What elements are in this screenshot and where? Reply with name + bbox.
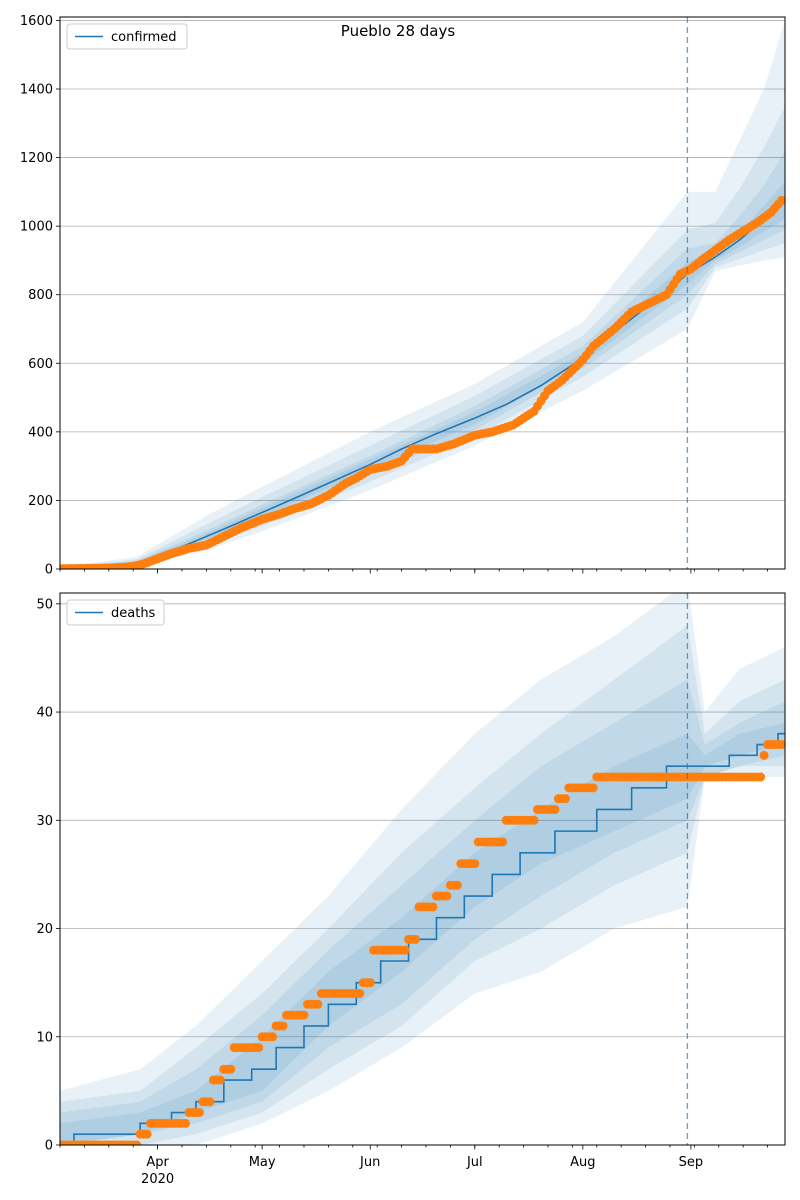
plot-area [60, 20, 785, 569]
y-tick-label: 1600 [20, 14, 53, 29]
chart-title: Pueblo 28 days [341, 22, 456, 40]
observed-point [529, 815, 539, 825]
observed-point [777, 740, 785, 750]
y-tick-label: 0 [45, 1139, 53, 1154]
y-tick-label: 400 [28, 425, 53, 440]
observed-point [142, 1129, 152, 1139]
x-tick-sublabel: 2020 [141, 1172, 174, 1187]
observed-point [452, 880, 462, 890]
observed-point [759, 750, 769, 760]
axes-frame [59, 16, 786, 570]
legend-label: deaths [111, 606, 156, 621]
observed-point [268, 1032, 278, 1042]
observed-point [498, 837, 508, 847]
legend: confirmed [66, 23, 188, 50]
y-tick-label: 20 [36, 922, 53, 937]
x-tick-label: Sep [679, 1155, 704, 1170]
observed-point [560, 794, 570, 804]
observed-point [470, 859, 480, 869]
legend: deaths [66, 599, 165, 626]
observed-point [226, 1064, 236, 1074]
y-tick-label: 200 [28, 494, 53, 509]
confidence-band [60, 593, 785, 1145]
observed-point [299, 1010, 309, 1020]
y-tick-label: 10 [36, 1030, 53, 1045]
y-tick-label: 1200 [20, 151, 53, 166]
observed-point [442, 891, 452, 901]
observed-point [180, 1118, 190, 1128]
x-tick-label: May [249, 1155, 276, 1170]
legend-box [66, 599, 165, 626]
observed-point [550, 804, 560, 814]
observed-point [132, 1140, 142, 1145]
observed-point [194, 1108, 204, 1118]
y-tick-label: 40 [36, 706, 53, 721]
confidence-band [60, 106, 785, 569]
y-tick-label: 50 [36, 597, 53, 612]
x-tick-label: Jul [466, 1155, 483, 1170]
legend-label: confirmed [111, 30, 177, 45]
y-tick-label: 1400 [20, 83, 53, 98]
y-tick-label: 0 [45, 563, 53, 578]
observed-point [428, 902, 438, 912]
observed-point [588, 783, 598, 793]
observed-point [215, 1075, 225, 1085]
confidence-band [60, 625, 785, 1145]
confidence-band [60, 20, 785, 569]
x-tick-label: Aug [570, 1155, 595, 1170]
confidence-band [60, 679, 785, 1145]
observed-point [756, 772, 766, 782]
legend-box [66, 23, 188, 50]
plot-area [60, 593, 785, 1145]
x-tick-label: Jun [359, 1155, 380, 1170]
observed-point [365, 978, 375, 988]
observed-point [777, 195, 785, 205]
x-tick-label: Apr [146, 1155, 169, 1170]
observed-point [400, 945, 410, 955]
deaths-panel: 0 10 20 30 40 50 Apr 2020 May Jun Jul Aug Sep deaths [36, 592, 786, 1187]
confirmed-panel: 0 200 400 600 800 1000 1200 1400 1600 confirmed [20, 14, 786, 578]
confidence-band [60, 722, 785, 1145]
observed-point [411, 934, 421, 944]
y-tick-label: 600 [28, 357, 53, 372]
axes-frame [59, 592, 786, 1146]
observed-point [278, 1021, 288, 1031]
observed-point [205, 1097, 215, 1107]
y-tick-label: 1000 [20, 220, 53, 235]
y-tick-label: 30 [36, 814, 53, 829]
y-tick-label: 800 [28, 288, 53, 303]
observed-point [313, 999, 323, 1009]
observed-point [254, 1043, 264, 1053]
observed-point [355, 988, 365, 998]
